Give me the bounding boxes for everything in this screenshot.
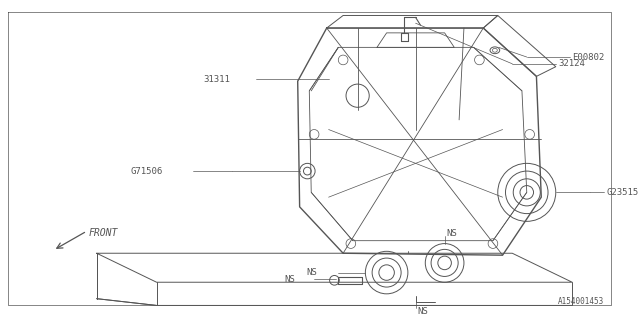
Text: 32124: 32124 — [559, 59, 586, 68]
Text: G23515: G23515 — [607, 188, 639, 197]
Text: A154001453: A154001453 — [558, 297, 604, 306]
Text: G71506: G71506 — [131, 167, 163, 176]
Text: NS: NS — [417, 307, 428, 316]
Text: NS: NS — [307, 268, 317, 277]
Text: E00802: E00802 — [572, 52, 604, 61]
Text: 31311: 31311 — [203, 75, 230, 84]
Text: FRONT: FRONT — [89, 228, 118, 238]
Text: NS: NS — [447, 229, 458, 238]
Text: NS: NS — [284, 275, 295, 284]
